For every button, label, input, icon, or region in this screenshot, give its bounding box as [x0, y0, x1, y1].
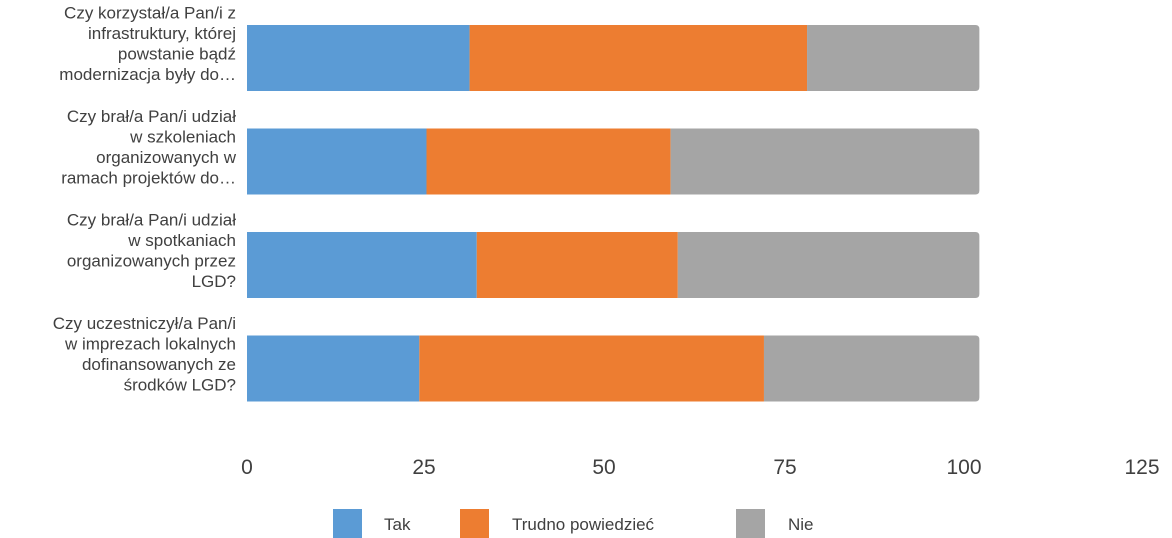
- bars-group: [247, 25, 980, 402]
- bar-segment-nie: [677, 232, 980, 298]
- legend-label: Tak: [384, 515, 411, 534]
- category-label-line: ramach projektów do…: [61, 169, 236, 188]
- x-tick-label: 0: [241, 456, 253, 479]
- bar-segment-tak: [247, 128, 427, 195]
- category-label-line: LGD?: [192, 272, 236, 291]
- legend-label: Trudno powiedzieć: [512, 515, 655, 534]
- bar-segment-tak: [247, 25, 470, 91]
- category-label-line: Czy brał/a Pan/i udział: [67, 107, 236, 126]
- category-labels: Czy korzystał/a Pan/i z infrastruktury, k…: [53, 4, 237, 395]
- x-tick-label: 75: [773, 456, 796, 479]
- category-label: Czy brał/a Pan/i udział w spotkaniach orga…: [67, 211, 236, 292]
- bar-segment-tak: [247, 335, 420, 402]
- bar-segment-trudno-powiedzieć: [469, 25, 808, 91]
- category-label: Czy brał/a Pan/i udział w szkoleniach orga…: [61, 107, 237, 188]
- category-label-line: w spotkaniach: [127, 231, 236, 250]
- category-label-line: infrastruktury, której: [88, 24, 236, 43]
- category-label-line: środków LGD?: [124, 376, 236, 395]
- bar-segment-trudno-powiedzieć: [426, 128, 671, 195]
- legend: Tak Trudno powiedzieć Nie: [333, 509, 814, 538]
- category-label: Czy uczestniczył/a Pan/i w imprezach loka…: [53, 314, 236, 395]
- category-label-line: w szkoleniach: [129, 128, 236, 147]
- legend-swatch: [736, 509, 765, 538]
- legend-swatch: [460, 509, 489, 538]
- category-label-line: modernizacja były do…: [59, 65, 236, 84]
- x-tick-label: 50: [592, 456, 615, 479]
- x-tick-label: 100: [946, 456, 981, 479]
- bar-segment-nie: [807, 25, 980, 91]
- bar-segment-trudno-powiedzieć: [476, 232, 678, 298]
- x-axis-tick-labels: 0 25 50 75 100 125: [241, 456, 1159, 479]
- legend-swatch: [333, 509, 362, 538]
- category-label-line: Czy korzystał/a Pan/i z: [64, 4, 236, 23]
- category-label-line: Czy brał/a Pan/i udział: [67, 211, 236, 230]
- bar-segment-tak: [247, 232, 477, 298]
- category-label-line: Czy uczestniczył/a Pan/i: [53, 314, 236, 333]
- category-label: Czy korzystał/a Pan/i z infrastruktury, k…: [59, 4, 236, 85]
- category-label-line: organizowanych w: [96, 148, 237, 167]
- bar-segment-nie: [763, 335, 980, 402]
- x-tick-label: 125: [1124, 456, 1159, 479]
- x-tick-label: 25: [412, 456, 435, 479]
- bar-segment-nie: [670, 128, 980, 195]
- category-label-line: w imprezach lokalnych: [64, 335, 236, 354]
- bar-segment-trudno-powiedzieć: [419, 335, 764, 402]
- category-label-line: organizowanych przez: [67, 252, 236, 271]
- category-label-line: dofinansowanych ze: [82, 355, 236, 374]
- category-label-line: powstanie bądź: [118, 45, 236, 64]
- legend-label: Nie: [788, 515, 814, 534]
